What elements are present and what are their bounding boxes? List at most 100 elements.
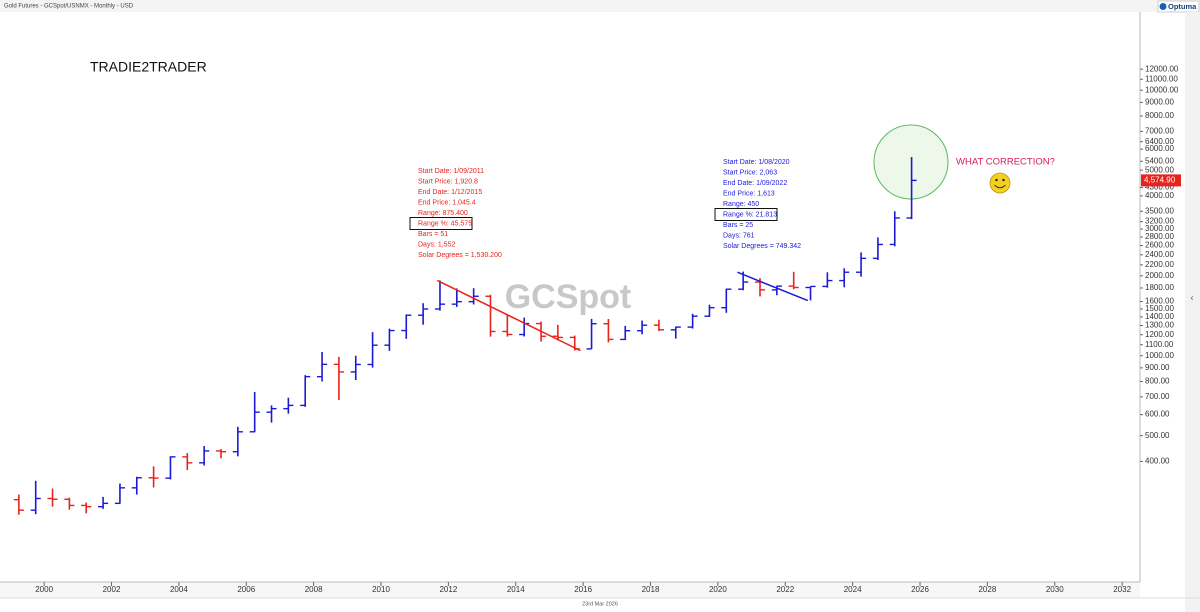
- ohlc-bar: [434, 280, 446, 311]
- collapse-button[interactable]: ‹: [1191, 292, 1194, 302]
- ohlc-bar: [384, 328, 395, 351]
- annotation-line: Range: 450: [723, 201, 759, 208]
- y-tick-label: 500.00: [1145, 431, 1170, 440]
- logo-box: [1157, 0, 1200, 13]
- ohlc-bar: [317, 351, 328, 382]
- ohlc-bar: [805, 285, 816, 301]
- y-tick-label: 1200.00: [1145, 330, 1174, 339]
- y-tick-label: 3000.00: [1145, 224, 1174, 233]
- x-tick-label: 2032: [1113, 585, 1131, 594]
- highlight-box: [714, 208, 778, 221]
- ohlc-bar: [856, 252, 867, 277]
- footer-date: 23rd Mar 2026: [582, 601, 618, 607]
- y-tick-label: 1100.00: [1145, 340, 1174, 349]
- ohlc-bar: [64, 497, 75, 510]
- ohlc-bar: [603, 319, 614, 343]
- x-tick-label: 2010: [372, 585, 390, 594]
- ohlc-bar: [165, 456, 176, 480]
- callout: WHAT CORRECTION?: [956, 157, 1055, 168]
- y-tick-label: 5000.00: [1145, 165, 1174, 174]
- y-tick-label: 2600.00: [1145, 241, 1174, 250]
- ohlc-bar: [148, 466, 159, 488]
- y-tick-label: 400.00: [1145, 456, 1170, 465]
- ohlc-bar: [502, 314, 513, 337]
- annotation-line: Days: 1,552: [418, 241, 455, 248]
- ohlc-bar: [367, 332, 378, 368]
- y-tick-label: 600.00: [1145, 410, 1170, 419]
- annotation-line: End Price: 1,045.4: [418, 199, 476, 206]
- ohlc-bar: [182, 453, 193, 471]
- annotation-line: Start Date: 1/09/2011: [418, 168, 484, 175]
- y-tick-label: 700.00: [1145, 392, 1170, 401]
- y-tick-label: 900.00: [1145, 363, 1170, 372]
- y-tick-label: 1500.00: [1145, 304, 1174, 313]
- annotation-line: Start Price: 2,063: [723, 169, 777, 176]
- x-tick-label: 2002: [103, 585, 121, 594]
- ohlc-bar: [704, 304, 715, 317]
- annotation-line: Range %: 45.575: [418, 220, 472, 227]
- y-tick-label: 2400.00: [1145, 250, 1174, 259]
- y-tick-label: 2800.00: [1145, 232, 1174, 241]
- y-tick-label: 2000.00: [1145, 271, 1174, 280]
- ohlc-bar: [300, 375, 311, 407]
- ohlc-bar: [266, 405, 277, 423]
- y-tick-label: 800.00: [1145, 377, 1170, 386]
- highlight-box: [409, 217, 473, 230]
- annotation-line: Range: 875.400: [418, 210, 468, 217]
- annotation-line: Bars = 51: [418, 231, 448, 238]
- annotation-line: End Date: 1/09/2022: [723, 180, 787, 187]
- annotation-line: Range %: 21.813: [723, 211, 777, 218]
- annotation-line: End Date: 1/12/2015: [418, 189, 482, 196]
- ohlc-bar: [485, 294, 496, 337]
- last-price-tag: [1141, 174, 1181, 187]
- annotation-line: Solar Degrees = 749.342: [723, 243, 801, 250]
- smiley: [989, 172, 1011, 194]
- y-tick-label: 1400.00: [1145, 312, 1174, 321]
- y-tick-label: 5400.00: [1145, 156, 1174, 165]
- ohlc-bar: [552, 324, 563, 341]
- annotation-line: Start Date: 1/08/2020: [723, 159, 790, 166]
- ohlc-bar: [81, 502, 92, 514]
- trendline: [737, 271, 809, 302]
- ohlc-bar: [670, 326, 681, 339]
- annotation-line: Solar Degrees = 1,530.200: [418, 252, 502, 259]
- y-tick-label: 1000.00: [1145, 351, 1174, 360]
- trendline: [436, 279, 581, 352]
- y-tick-label: 9000.00: [1145, 97, 1174, 106]
- x-tick-label: 2008: [305, 585, 323, 594]
- ohlc-bar: [468, 288, 479, 305]
- x-tick-label: 2004: [170, 585, 188, 594]
- x-tick-label: 2030: [1046, 585, 1064, 594]
- ohlc-bar: [872, 237, 883, 261]
- ohlc-bar: [653, 319, 664, 332]
- ohlc-bar: [98, 496, 109, 509]
- ohlc-bar: [114, 483, 125, 505]
- ohlc-bar: [418, 303, 429, 325]
- x-tick-label: 2000: [35, 585, 53, 594]
- ohlc-bar: [788, 271, 799, 290]
- ohlc-bar: [283, 397, 294, 414]
- annotation-line: Start Price: 1,920.8: [418, 178, 478, 185]
- y-tick-label: 2200.00: [1145, 260, 1174, 269]
- header-bar: [0, 0, 1200, 12]
- x-tick-label: 2016: [574, 585, 592, 594]
- x-tick-label: 2006: [237, 585, 255, 594]
- x-tick-label: 2018: [642, 585, 660, 594]
- y-tick-label: 4000.00: [1145, 191, 1174, 200]
- x-tick-label: 2020: [709, 585, 727, 594]
- y-tick-label: 1800.00: [1145, 283, 1174, 292]
- ohlc-bar: [131, 476, 142, 495]
- ohlc-bar: [586, 318, 597, 350]
- ohlc-bar: [232, 426, 243, 457]
- x-tick-label: 2012: [439, 585, 457, 594]
- ohlc-bar: [333, 356, 344, 401]
- ohlc-bar: [637, 320, 648, 335]
- annotation-line: Bars = 25: [723, 222, 753, 229]
- ohlc-bar: [30, 480, 41, 515]
- ohlc-bar: [839, 268, 850, 288]
- ohlc-bar: [721, 288, 732, 313]
- x-axis-bg: [0, 582, 1140, 598]
